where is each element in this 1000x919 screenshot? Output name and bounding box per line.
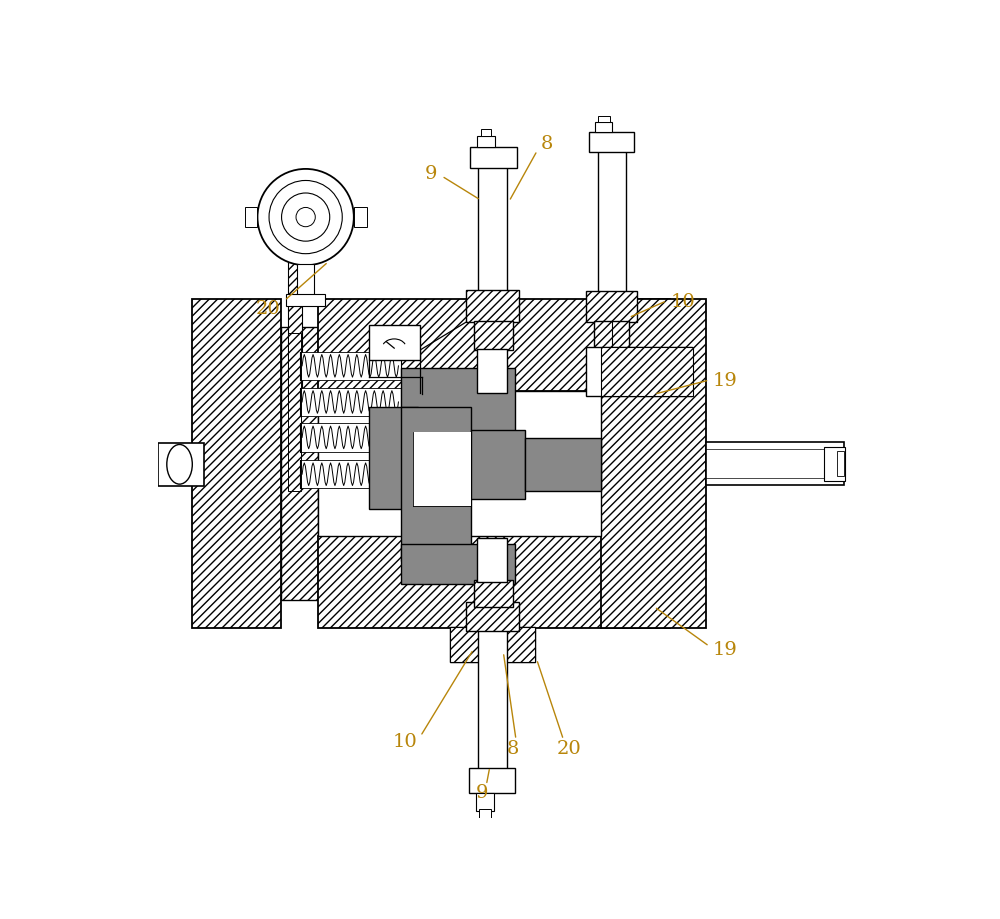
Bar xyxy=(601,348,693,396)
Bar xyxy=(300,352,401,380)
Bar xyxy=(474,321,512,351)
Bar xyxy=(158,444,204,486)
Bar xyxy=(477,349,507,393)
Bar xyxy=(594,321,629,351)
Bar xyxy=(477,136,495,148)
Bar xyxy=(595,123,612,133)
Bar xyxy=(297,265,314,296)
Bar xyxy=(706,443,844,485)
Bar xyxy=(601,348,693,396)
Bar xyxy=(369,325,420,361)
Circle shape xyxy=(269,181,342,255)
Bar xyxy=(354,208,367,228)
Bar xyxy=(466,290,519,323)
Bar xyxy=(288,334,301,491)
Bar xyxy=(401,369,515,434)
Bar xyxy=(369,407,418,509)
Bar xyxy=(586,291,637,323)
Bar xyxy=(318,537,670,629)
Text: 10: 10 xyxy=(670,292,695,311)
Bar xyxy=(466,603,519,631)
Text: 19: 19 xyxy=(713,641,737,659)
Bar xyxy=(318,537,670,629)
Text: 19: 19 xyxy=(713,371,737,390)
Circle shape xyxy=(296,209,315,228)
Bar xyxy=(288,241,302,401)
Bar xyxy=(288,334,301,491)
Bar xyxy=(318,391,601,537)
Text: 20: 20 xyxy=(557,740,582,757)
Bar xyxy=(318,300,670,391)
Bar xyxy=(601,300,706,629)
Text: 8: 8 xyxy=(540,135,553,153)
Bar xyxy=(450,627,535,663)
Bar xyxy=(281,327,318,600)
Text: 9: 9 xyxy=(476,783,488,801)
Bar xyxy=(474,321,512,351)
Bar xyxy=(466,603,519,631)
Bar xyxy=(594,321,629,351)
Text: 10: 10 xyxy=(392,732,417,751)
Text: 20: 20 xyxy=(256,300,280,317)
Circle shape xyxy=(282,194,330,242)
Bar xyxy=(477,539,507,583)
Bar xyxy=(824,448,845,481)
Bar xyxy=(586,291,637,323)
Bar xyxy=(837,451,844,477)
Bar xyxy=(192,300,281,629)
Bar xyxy=(466,290,519,323)
Bar xyxy=(474,580,512,607)
Bar xyxy=(474,580,512,607)
Ellipse shape xyxy=(167,445,192,484)
Bar xyxy=(300,389,401,416)
Bar xyxy=(471,430,525,499)
Bar xyxy=(601,300,706,629)
Bar xyxy=(318,300,670,391)
Bar xyxy=(286,294,325,307)
Bar xyxy=(469,768,515,793)
Bar xyxy=(478,167,507,294)
Bar xyxy=(401,544,515,584)
Bar xyxy=(481,130,491,136)
Bar xyxy=(598,118,610,123)
Bar xyxy=(586,348,692,396)
Bar xyxy=(192,300,281,629)
Bar xyxy=(300,424,401,452)
Bar xyxy=(525,438,601,491)
Bar xyxy=(450,627,535,663)
Circle shape xyxy=(257,170,354,266)
Bar xyxy=(245,208,257,228)
Bar xyxy=(401,407,471,562)
Bar xyxy=(479,810,491,818)
Bar xyxy=(413,432,471,506)
Bar xyxy=(470,148,517,169)
Bar xyxy=(288,241,302,401)
Bar xyxy=(476,793,494,811)
Bar xyxy=(478,629,507,770)
Bar xyxy=(598,149,626,294)
Bar xyxy=(281,327,318,600)
Bar xyxy=(589,133,634,153)
Bar xyxy=(450,627,535,663)
Text: 9: 9 xyxy=(425,165,437,183)
Bar xyxy=(401,369,515,434)
Text: 8: 8 xyxy=(506,740,519,757)
Bar xyxy=(300,460,401,489)
